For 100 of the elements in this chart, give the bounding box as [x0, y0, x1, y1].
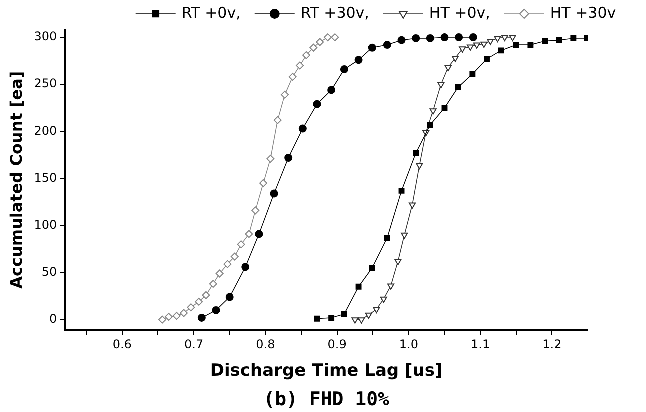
point	[509, 35, 516, 42]
point	[408, 202, 416, 210]
y-tick-label: 50	[42, 264, 58, 279]
y-tick-label: 0	[49, 312, 58, 326]
point	[302, 51, 310, 60]
point	[316, 38, 324, 46]
point	[310, 44, 318, 52]
y-tick-label: 300	[34, 30, 58, 44]
point	[440, 34, 449, 42]
point	[216, 270, 224, 278]
point	[274, 116, 282, 124]
y-tick-label: 200	[34, 124, 58, 138]
point	[430, 108, 437, 115]
point	[255, 230, 264, 238]
point	[212, 306, 220, 314]
point	[528, 42, 534, 48]
point	[387, 284, 395, 290]
point	[416, 163, 424, 170]
x-axis-title: Discharge Time Lag [us]	[210, 361, 443, 382]
point	[484, 56, 490, 62]
point	[470, 71, 476, 78]
point	[180, 309, 188, 318]
x-tick-label: 0.7	[184, 338, 204, 352]
point	[202, 291, 210, 300]
point	[260, 179, 268, 188]
point	[245, 230, 254, 238]
point	[513, 42, 520, 48]
point	[164, 313, 173, 322]
point	[570, 35, 577, 42]
point	[413, 150, 420, 156]
x-tick-label: 0.6	[112, 338, 132, 352]
point	[224, 260, 232, 268]
point	[383, 41, 392, 50]
point	[427, 122, 434, 128]
point	[455, 84, 462, 90]
point	[298, 124, 307, 133]
point	[242, 263, 250, 272]
point	[498, 48, 504, 54]
point	[365, 312, 372, 320]
point	[209, 280, 218, 288]
x-tick-label: 0.9	[328, 338, 347, 352]
point	[401, 232, 408, 240]
point	[172, 312, 181, 320]
legend-label: HT +0v,	[429, 4, 490, 22]
point	[501, 35, 508, 42]
point	[237, 240, 246, 249]
point	[394, 259, 402, 266]
point	[314, 316, 320, 322]
point	[398, 36, 406, 44]
point	[444, 65, 452, 72]
point	[358, 318, 366, 324]
point	[198, 314, 206, 322]
point	[313, 100, 322, 108]
point	[352, 318, 359, 324]
point	[442, 105, 448, 112]
point	[328, 314, 335, 321]
point	[466, 44, 474, 51]
point	[341, 311, 348, 318]
x-tick-label: 1.1	[471, 338, 490, 352]
point	[226, 293, 234, 302]
point	[328, 86, 336, 94]
point	[426, 34, 434, 42]
y-axis-title: Accumulated Count [ea]	[6, 71, 26, 289]
x-tick-label: 0.8	[256, 338, 276, 352]
point	[158, 316, 167, 324]
point	[356, 284, 362, 290]
point	[266, 154, 275, 163]
point	[459, 46, 466, 53]
text: (b) FHD 10%	[264, 388, 390, 410]
legend-label: RT +0v,	[182, 4, 241, 22]
point	[195, 298, 204, 306]
point	[452, 56, 460, 62]
x-tick-label: 1.2	[542, 338, 562, 352]
x-tick-label: 1.0	[399, 338, 418, 352]
point	[284, 154, 293, 162]
point	[187, 304, 196, 312]
point	[480, 42, 488, 48]
point	[398, 188, 405, 194]
point	[288, 73, 297, 82]
point	[369, 265, 376, 272]
point	[412, 34, 420, 42]
point	[473, 42, 481, 50]
point	[331, 34, 340, 42]
y-tick-label: 250	[34, 76, 58, 91]
point	[380, 296, 388, 304]
point	[542, 38, 548, 44]
point	[455, 34, 464, 42]
y-tick-label: 150	[34, 170, 58, 185]
point	[368, 44, 376, 52]
point	[252, 206, 260, 215]
point	[384, 235, 390, 241]
point	[270, 190, 278, 198]
point	[556, 37, 562, 44]
point	[324, 34, 332, 42]
legend-label: HT +30v	[550, 4, 616, 22]
point	[438, 82, 445, 89]
point	[281, 90, 290, 99]
point	[373, 307, 380, 314]
point	[354, 56, 363, 64]
point	[230, 252, 239, 261]
